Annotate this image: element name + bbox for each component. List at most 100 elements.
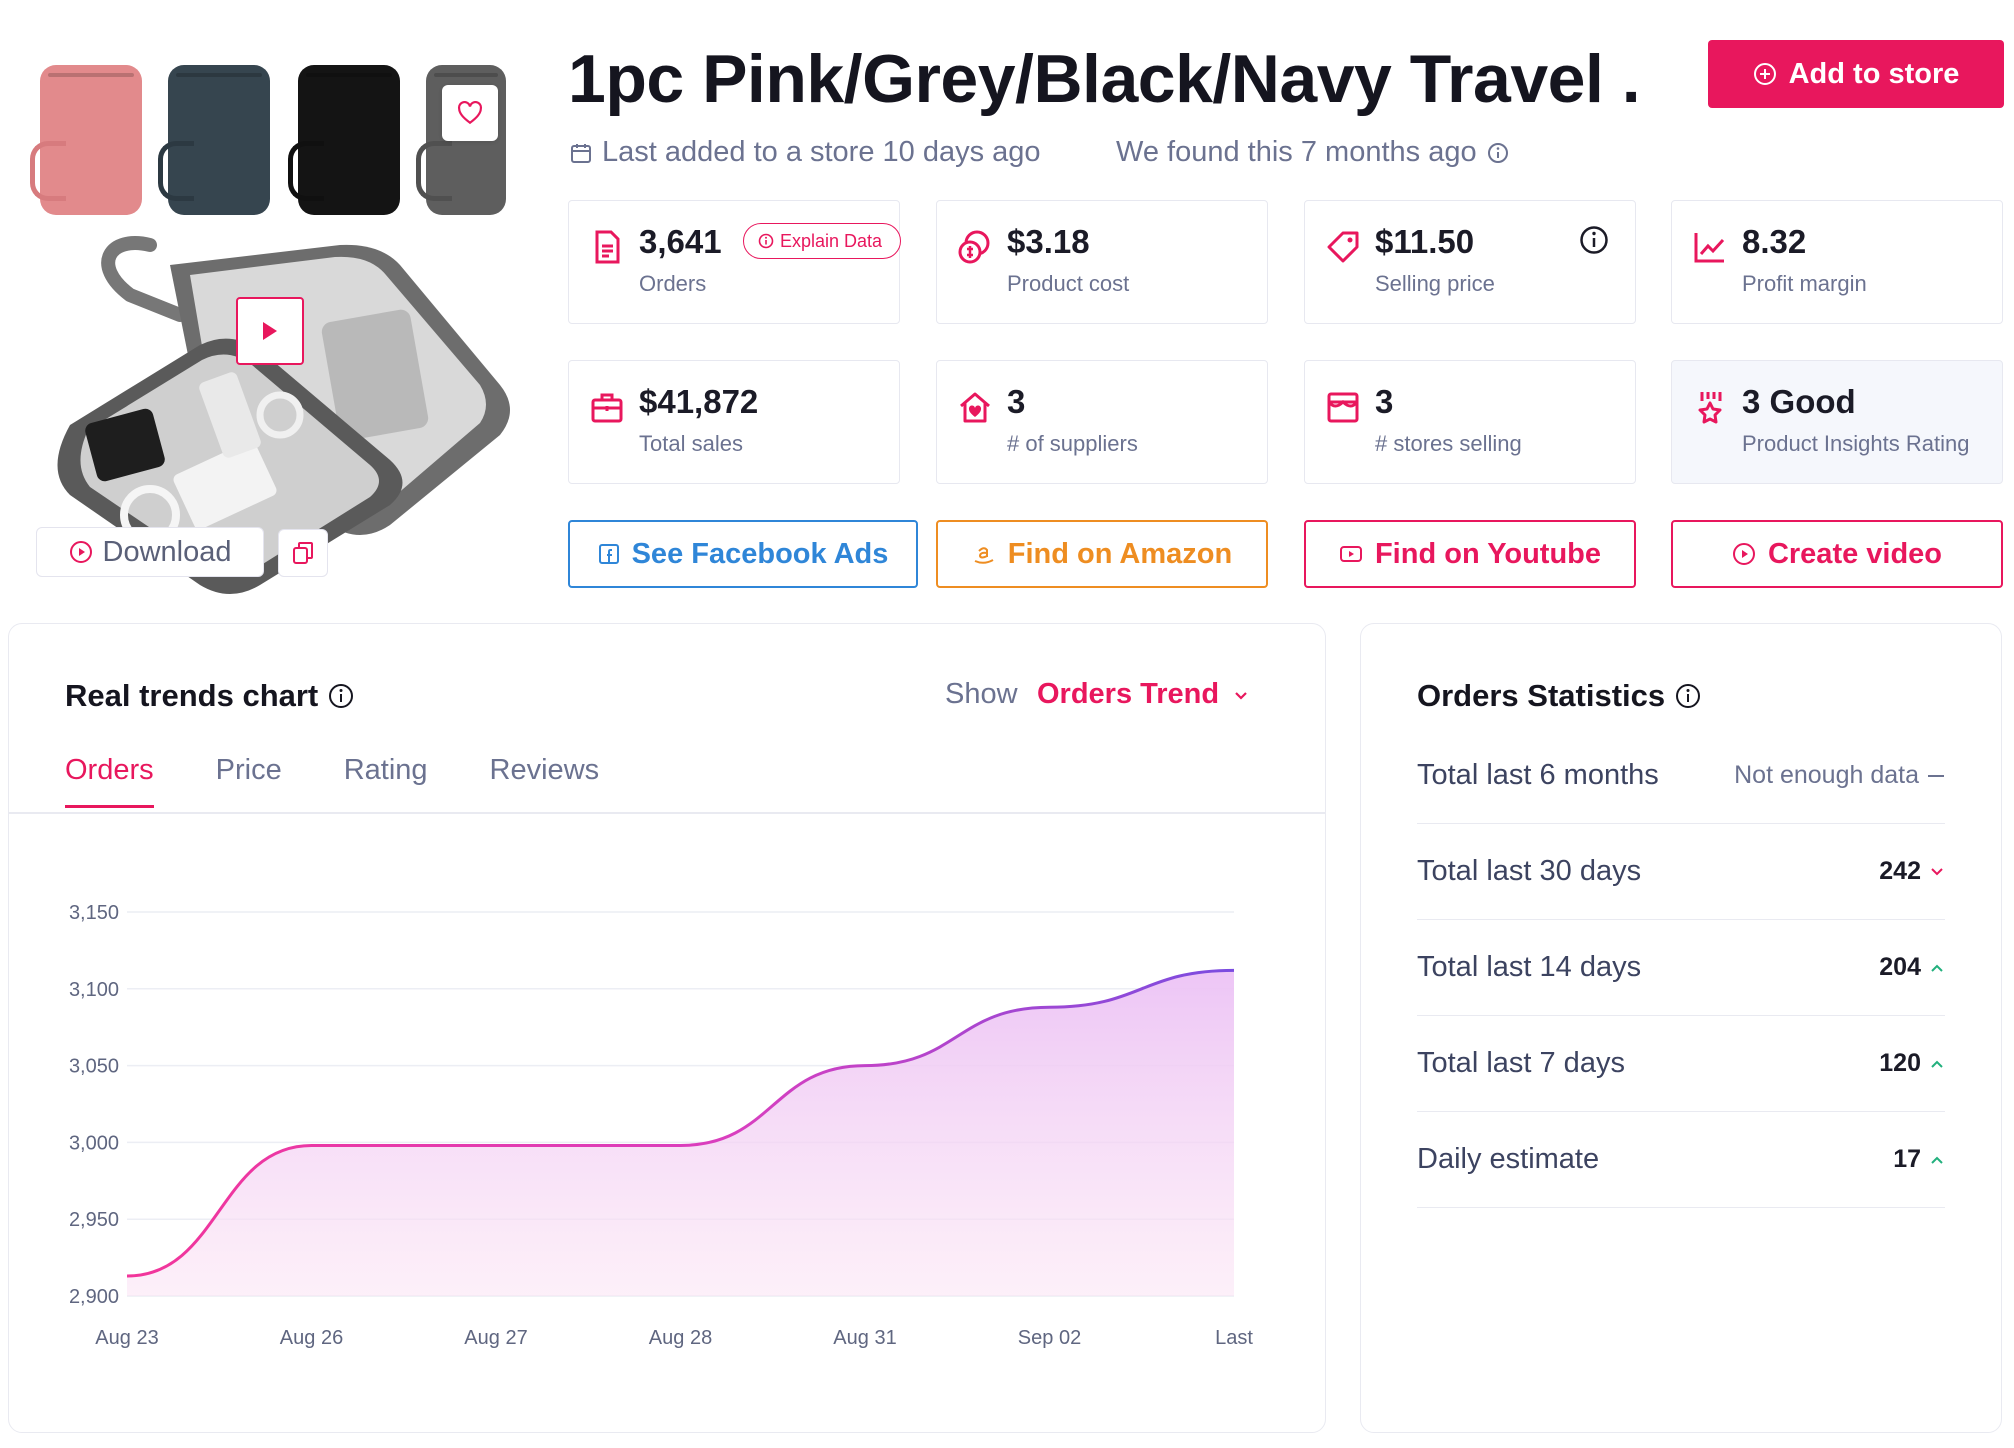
stat-label: Selling price <box>1375 271 1495 296</box>
stat-value: 3,641 <box>639 223 722 260</box>
show-label: Show <box>945 678 1018 710</box>
orders-series-line <box>126 968 1235 1278</box>
facebook-icon <box>598 544 619 564</box>
chevron-down-icon <box>1931 867 1943 875</box>
trends-title-text: Real trends chart <box>65 678 319 713</box>
create-video-button[interactable]: Create video <box>1671 520 2003 588</box>
trends-title: Real trends chart <box>65 678 354 714</box>
play-icon <box>263 322 277 340</box>
stat-card-selling-price: $11.50 Selling price <box>1304 200 1636 324</box>
product-title: 1pc Pink/Grey/Black/Navy Travel ... <box>568 41 1638 117</box>
trend-type-select[interactable]: Orders Trend <box>1037 678 1249 711</box>
stat-row-label: Total last 30 days <box>1417 855 1642 887</box>
orders-stats-title-text: Orders Statistics <box>1417 678 1666 713</box>
stat-row-30-days: Total last 30 days 242 <box>1417 824 1945 920</box>
stat-row-label: Daily estimate <box>1417 1143 1600 1175</box>
stat-row-daily-estimate: Daily estimate 17 <box>1417 1112 1945 1208</box>
trend-tabs: Orders Price Rating Reviews <box>65 754 599 808</box>
youtube-label: Find on Youtube <box>1374 537 1602 570</box>
see-facebook-ads-button[interactable]: See Facebook Ads <box>568 520 918 588</box>
stat-label: Total sales <box>639 431 743 456</box>
stat-row-value: 242 <box>1879 857 1945 886</box>
tab-price[interactable]: Price <box>215 754 282 786</box>
thumbnail-navy[interactable] <box>158 65 270 215</box>
download-button[interactable]: Download <box>36 527 264 577</box>
trend-chart-icon <box>1694 233 1725 263</box>
stat-value: 3 <box>1007 383 1026 420</box>
stat-row-value: Not enough data <box>1734 761 1945 790</box>
stat-row-value: 17 <box>1893 1145 1945 1174</box>
real-trends-panel: Real trends chart Show Orders Trend Orde… <box>8 623 1326 1433</box>
tab-reviews[interactable]: Reviews <box>489 754 600 786</box>
stat-value: $11.50 <box>1375 223 1475 260</box>
x-tick-label: Aug 26 <box>280 1327 343 1349</box>
youtube-icon <box>1339 546 1362 562</box>
info-icon[interactable] <box>1579 225 1609 255</box>
play-circle-icon <box>1732 543 1755 565</box>
last-added-text: Last added to a store 10 days ago <box>602 136 1041 168</box>
stat-row-value-text: 17 <box>1893 1145 1921 1173</box>
stat-card-profit-margin: 8.32 Profit margin <box>1671 200 2003 324</box>
copy-button[interactable] <box>278 529 328 577</box>
tab-rating[interactable]: Rating <box>343 754 428 786</box>
stat-row-label: Total last 7 days <box>1417 1047 1625 1079</box>
amazon-label: Find on Amazon <box>1007 537 1233 570</box>
tabs-divider <box>9 812 1325 814</box>
thumbnail-black[interactable] <box>288 65 400 215</box>
facebook-ads-label: See Facebook Ads <box>631 537 889 570</box>
stat-row-label: Total last 6 months <box>1417 759 1659 791</box>
stat-card-suppliers: 3 # of suppliers <box>936 360 1268 484</box>
copy-icon <box>293 542 313 564</box>
dash-icon <box>1928 774 1944 777</box>
find-on-youtube-button[interactable]: Find on Youtube <box>1304 520 1636 588</box>
thumbnail-pink[interactable] <box>30 65 142 215</box>
add-to-store-button[interactable]: Add to store <box>1708 40 2004 108</box>
favorite-button[interactable] <box>442 85 498 141</box>
stat-card-product-cost: $3.18 Product cost <box>936 200 1268 324</box>
create-video-label: Create video <box>1767 537 1943 570</box>
stat-value: $41,872 <box>639 383 759 420</box>
award-icon <box>1698 392 1722 424</box>
y-tick-label: 2,950 <box>69 1209 119 1231</box>
info-icon[interactable] <box>328 683 354 709</box>
stat-label: Product Insights Rating <box>1742 431 1970 456</box>
stat-label: Profit margin <box>1742 271 1867 296</box>
calendar-icon <box>571 143 591 163</box>
find-on-amazon-button[interactable]: Find on Amazon <box>936 520 1268 588</box>
tab-orders[interactable]: Orders <box>65 754 154 808</box>
info-icon[interactable] <box>1487 142 1509 164</box>
orders-trend-chart: 2,900 2,950 3,000 3,050 3,100 3,150 Aug 23 Aug … <box>69 902 1253 1349</box>
last-added-info: Last added to a store 10 days ago <box>570 136 1041 169</box>
x-tick-label: Aug 28 <box>649 1327 712 1349</box>
chevron-up-icon <box>1931 964 1943 972</box>
info-icon[interactable] <box>1675 683 1701 709</box>
y-tick-label: 3,100 <box>69 979 119 1001</box>
y-tick-label: 3,000 <box>69 1132 119 1154</box>
explain-data-label: Explain Data <box>780 230 883 251</box>
stat-card-insights-rating: 3 Good Product Insights Rating <box>1671 360 2003 484</box>
home-heart-icon <box>960 392 990 423</box>
x-tick-label: Last <box>1215 1327 1253 1349</box>
storefront-icon <box>1327 392 1359 423</box>
heart-icon <box>458 101 482 125</box>
y-tick-label: 3,050 <box>69 1056 119 1078</box>
chevron-up-icon <box>1931 1060 1943 1068</box>
stat-card-stores-selling: 3 # stores selling <box>1304 360 1636 484</box>
explain-data-button[interactable]: Explain Data <box>743 223 902 259</box>
x-tick-label: Sep 02 <box>1018 1327 1081 1349</box>
stat-value: 3 <box>1375 383 1394 420</box>
add-to-store-label: Add to store <box>1788 57 1960 90</box>
stat-row-value: 120 <box>1879 1049 1945 1078</box>
play-video-button[interactable] <box>236 297 304 365</box>
product-gallery: Download <box>30 55 530 605</box>
stat-row-14-days: Total last 14 days 204 <box>1417 920 1945 1016</box>
stat-row-6-months: Total last 6 months Not enough data <box>1417 728 1945 824</box>
stat-card-total-sales: $41,872 Total sales <box>568 360 900 484</box>
stat-value: 3 Good <box>1742 383 1856 420</box>
stat-label: Orders <box>639 271 707 296</box>
stat-row-label: Total last 14 days <box>1417 951 1642 983</box>
document-icon <box>595 230 620 264</box>
x-tick-label: Aug 31 <box>833 1327 896 1349</box>
download-label: Download <box>102 535 232 568</box>
plus-circle-icon <box>1753 63 1776 85</box>
